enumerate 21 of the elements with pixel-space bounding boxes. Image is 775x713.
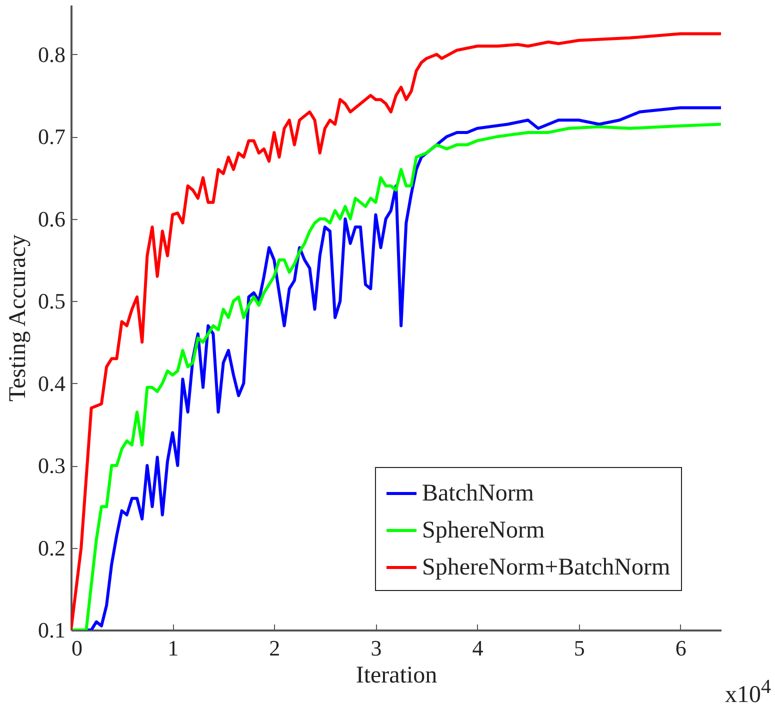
y-tick-label: 0.5 (38, 288, 66, 314)
y-axis-title: Testing Accuracy (5, 234, 31, 402)
y-tick-label: 0.7 (38, 124, 66, 150)
y-tick-label: 0.2 (38, 535, 66, 560)
y-tick-label: 0.6 (38, 206, 66, 232)
x-tick-label: 4 (472, 636, 484, 660)
legend-label: SphereNorm+BatchNorm (422, 554, 670, 580)
x-tick-label: 1 (168, 636, 179, 660)
x-tick-label: 5 (574, 636, 585, 660)
x-tick-label: 6 (675, 636, 686, 660)
x-axis-title: Iteration (356, 662, 438, 688)
x-tick-label: 2 (269, 636, 280, 660)
x-tick-label: 0 (72, 636, 82, 660)
text: x10$^{4}$ (725, 676, 771, 708)
x-tick-label: 3 (370, 636, 382, 660)
y-tick-label: 0.3 (38, 453, 66, 478)
legend-label: BatchNorm (422, 480, 534, 506)
y-tick-label: 0.4 (38, 370, 66, 396)
legend-label: SphereNorm (422, 518, 545, 544)
y-tick-label: 0.8 (38, 42, 66, 67)
y-tick-label: 0.1 (38, 618, 66, 642)
